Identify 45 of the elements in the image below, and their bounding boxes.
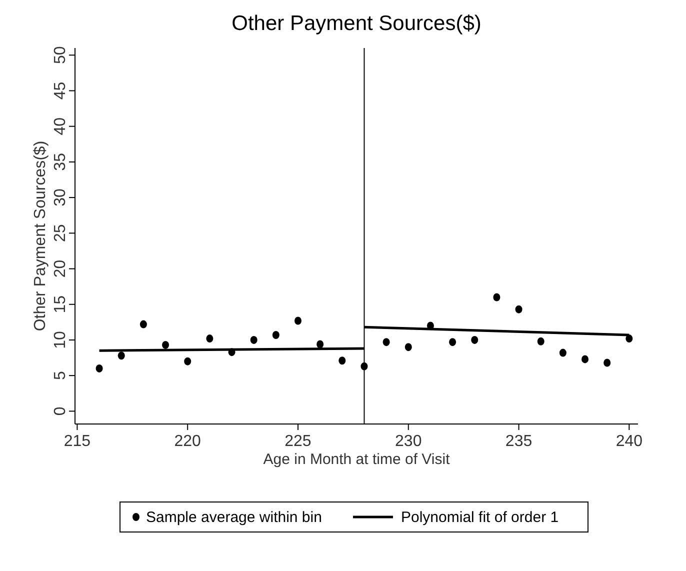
y-tick-label: 35 [52,152,69,171]
point [162,340,170,349]
point [582,355,589,364]
x-tick-label: 230 [395,433,422,450]
y-tick-label: 20 [52,260,69,278]
y-tick-label: 30 [52,188,69,206]
x-tick-label: 215 [64,433,91,450]
point [272,330,280,339]
point [515,305,522,314]
x-tick-label: 235 [505,433,532,450]
x-tick-label: 225 [284,433,312,450]
point [338,356,346,365]
x-tick-label: 220 [174,433,202,450]
point [206,334,214,343]
y-tick-label: 10 [52,330,69,349]
point [250,336,258,344]
point [294,316,302,325]
legend-label: Sample average within bin [146,509,322,526]
y-tick-label: 25 [52,224,69,242]
point [96,364,103,372]
y-tick-label: 50 [52,46,69,64]
point [471,336,478,344]
y-tick-label: 45 [52,82,69,100]
point [493,293,500,302]
y-tick-label: 5 [52,371,69,380]
point [118,352,125,360]
y-tick-label: 40 [52,117,69,136]
legend-label: Polynomial fit of order 1 [401,509,559,526]
point [404,343,412,352]
point [316,340,324,348]
point [604,358,611,367]
point [184,357,192,366]
point [360,362,368,370]
x-tick-label: 240 [616,433,643,450]
point [559,348,566,357]
point [140,320,147,328]
y-axis-title: Other Payment Sources($) [32,140,49,332]
y-tick-label: 15 [52,295,69,314]
point [449,338,456,346]
point [537,337,544,346]
y-tick-label: 0 [52,406,69,416]
point [382,338,390,346]
x-axis-title: Age in Month at time of Visit [263,451,451,468]
chart-title: Other Payment Sources($) [232,12,482,35]
point [626,334,633,343]
